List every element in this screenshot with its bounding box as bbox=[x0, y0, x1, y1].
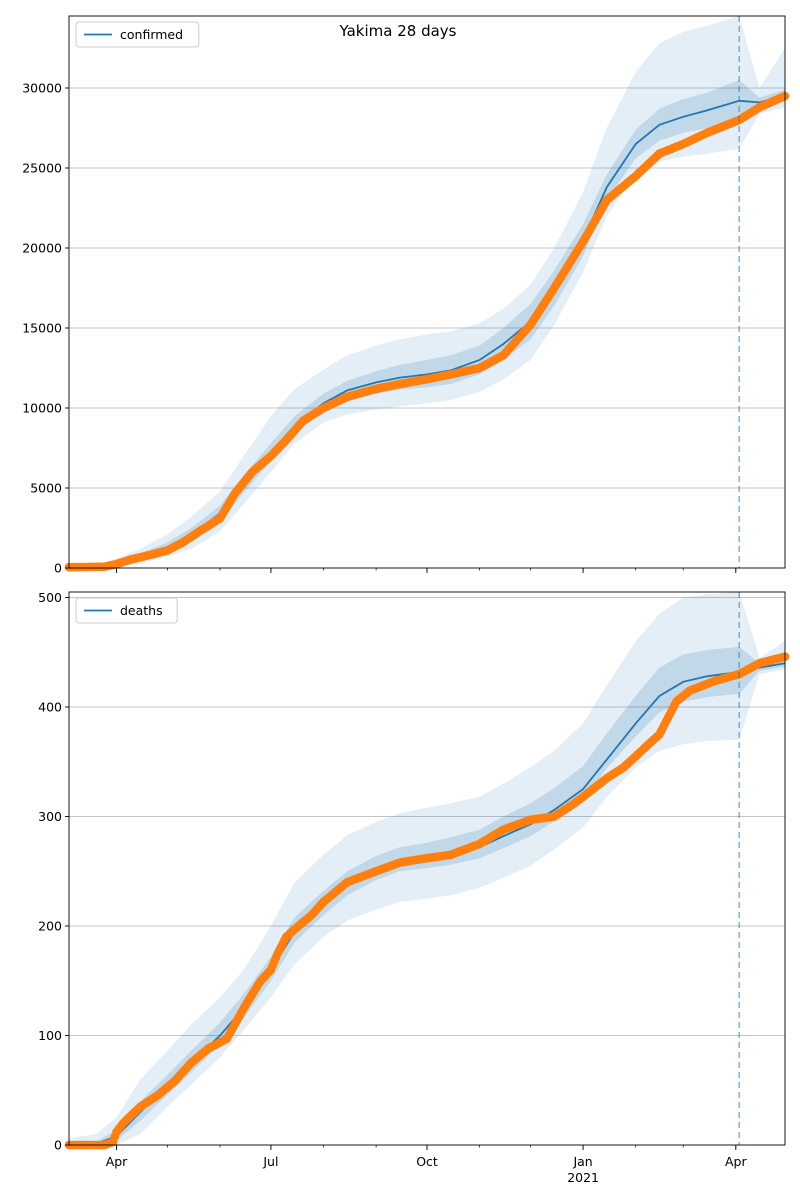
fit-line bbox=[68, 94, 786, 569]
y-tick-label: 10000 bbox=[22, 401, 62, 416]
y-tick-label: 5000 bbox=[30, 481, 62, 496]
x-tick-label: Apr bbox=[725, 1154, 747, 1169]
x-tick-label: Oct bbox=[416, 1154, 438, 1169]
y-tick-label: 300 bbox=[38, 809, 62, 824]
confirmed-panel: 0 5000 10000 15000 20000 25000 30000 confirmed bbox=[22, 15, 790, 576]
x-tick-label: Jul bbox=[262, 1154, 278, 1169]
observed-points bbox=[64, 652, 790, 1150]
x-tick-sublabel: 2021 bbox=[567, 1170, 599, 1185]
y-tick-label: 500 bbox=[38, 590, 62, 605]
y-tick-label: 30000 bbox=[22, 81, 62, 96]
y-tick-label: 0 bbox=[54, 561, 62, 576]
legend-box bbox=[75, 21, 200, 48]
legend-label: deaths bbox=[120, 603, 163, 618]
y-tick-label: 25000 bbox=[22, 161, 62, 176]
legend-label: confirmed bbox=[120, 27, 183, 42]
figure-title: Yakima 28 days bbox=[339, 22, 457, 40]
y-tick-label: 100 bbox=[38, 1028, 62, 1043]
y-tick-label: 15000 bbox=[22, 321, 62, 336]
x-tick-label: Apr bbox=[106, 1154, 128, 1169]
observed-points bbox=[64, 91, 790, 572]
y-tick-label: 400 bbox=[38, 699, 62, 714]
x-tick-label: Jan bbox=[572, 1154, 592, 1169]
y-tick-label: 0 bbox=[54, 1138, 62, 1153]
y-tick-label: 200 bbox=[38, 918, 62, 933]
legend-box bbox=[75, 597, 178, 624]
legend: deaths bbox=[75, 597, 178, 624]
ci95-band bbox=[69, 16, 785, 568]
legend: confirmed bbox=[75, 21, 200, 48]
y-tick-label: 20000 bbox=[22, 241, 62, 256]
